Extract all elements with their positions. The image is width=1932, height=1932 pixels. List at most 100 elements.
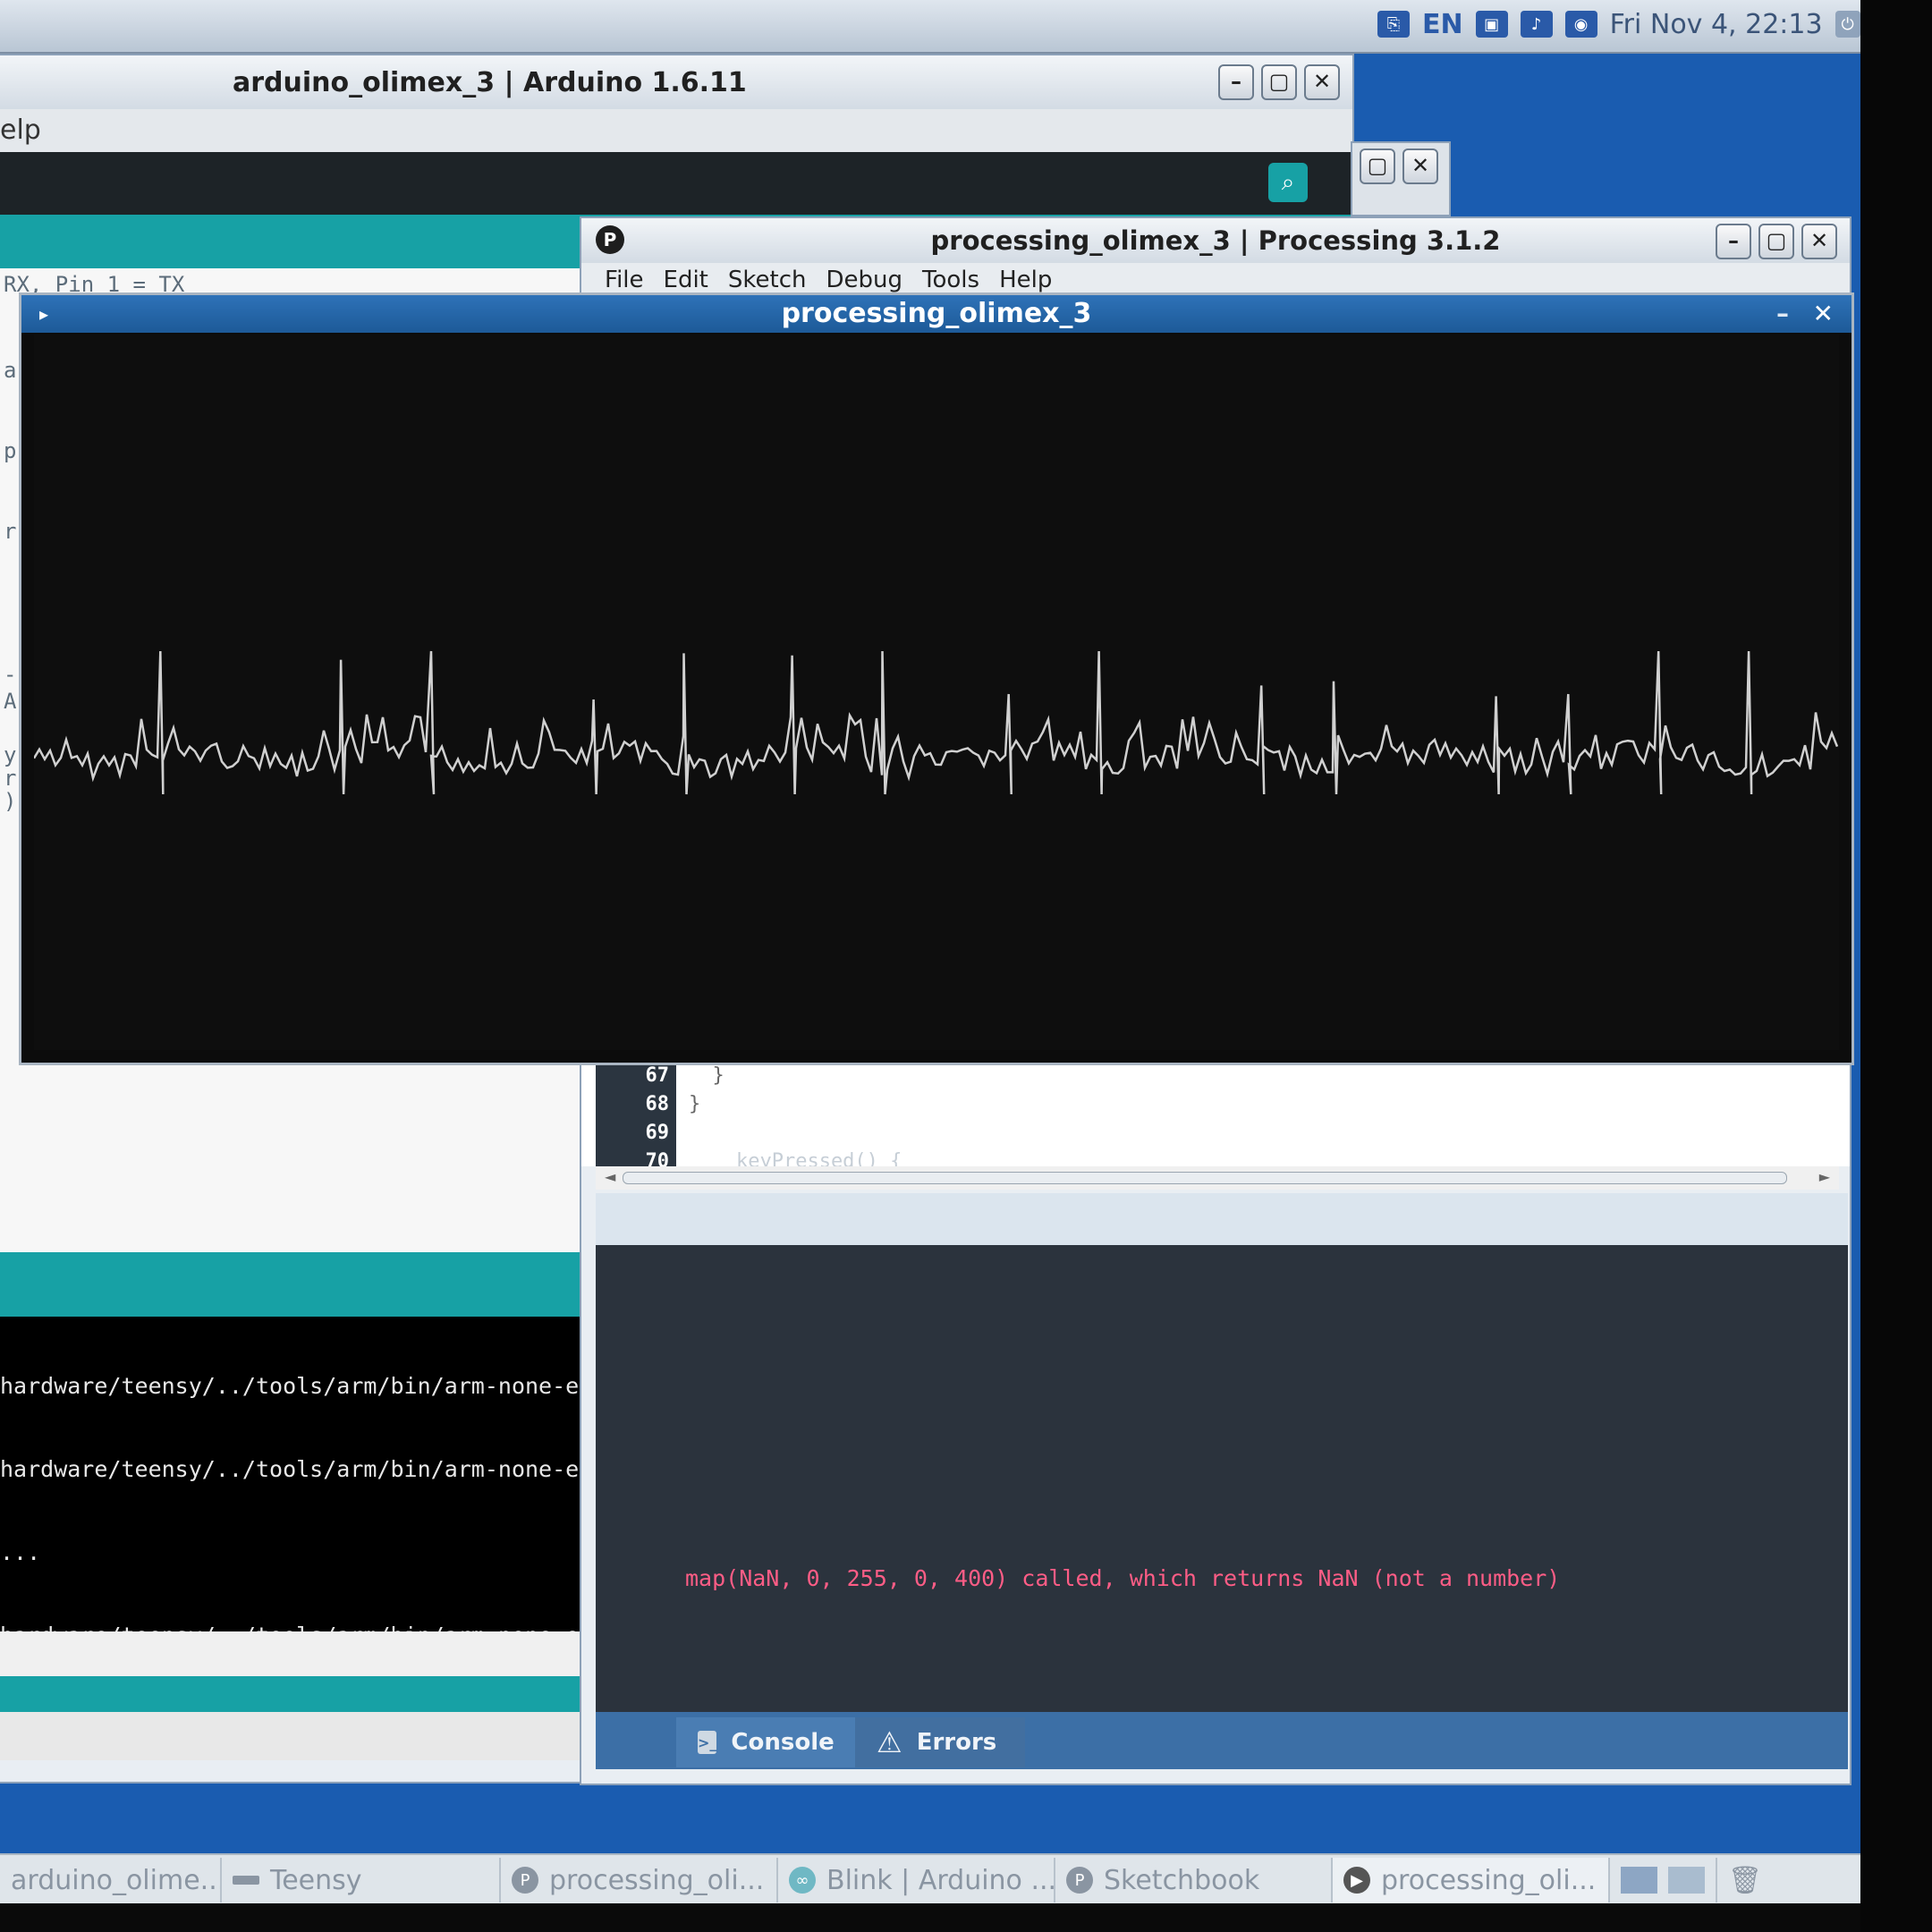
processing-console[interactable]: map(NaN, 0, 255, 0, 400) called, which r… [596, 1245, 1848, 1712]
trash-icon[interactable]: 🗑 [1728, 1864, 1763, 1896]
scroll-right-icon[interactable]: ► [1818, 1168, 1830, 1185]
background-window: ▢ ✕ [1352, 143, 1449, 215]
sketch-window: processing_olimex_3 ▸ – ✕ [21, 295, 1852, 1063]
code-line: y [4, 742, 17, 767]
maximize-icon[interactable]: ▢ [1261, 64, 1297, 100]
system-tray: ⎘ EN ▣ ♪ ◉ Fri Nov 4, 22:13 ⏻ [1377, 5, 1860, 43]
arduino-titlebar[interactable]: arduino_olimex_3 | Arduino 1.6.11 – ▢ ✕ [0, 55, 1352, 109]
line-number: 68 [645, 1093, 670, 1115]
code-line: RX, Pin 1 = TX [4, 272, 185, 297]
console-line: hardware/teensy/../tools/arm/bin/arm-non… [0, 1622, 590, 1631]
taskbar-item-processing-2[interactable]: ▶ processing_oli... [1333, 1858, 1610, 1902]
close-icon[interactable]: ✕ [1812, 299, 1834, 328]
line-number: 67 [645, 1064, 670, 1087]
console-tab-label: Console [731, 1729, 835, 1756]
taskbar: arduino_olime... Teensy P processing_oli… [0, 1853, 1860, 1905]
sketch-title: processing_olimex_3 [781, 298, 1092, 329]
taskbar-item-label: processing_oli... [549, 1864, 765, 1896]
menu-help[interactable]: Help [999, 267, 1053, 293]
taskbar-item-label: Blink | Arduino ... [826, 1864, 1055, 1896]
volume-icon[interactable]: ♪ [1520, 11, 1553, 38]
taskbar-item-processing-1[interactable]: P processing_oli... [501, 1858, 778, 1902]
taskbar-item-sketchbook[interactable]: P Sketchbook [1055, 1858, 1333, 1902]
close-icon[interactable]: ✕ [1402, 148, 1438, 184]
desktop: ⎘ EN ▣ ♪ ◉ Fri Nov 4, 22:13 ⏻ arduino_ol… [0, 0, 1860, 1932]
close-icon[interactable]: ✕ [1304, 64, 1340, 100]
console-tab-bar: >_ Console ⚠ Errors [596, 1712, 1848, 1769]
workspace-2-icon[interactable] [1668, 1867, 1705, 1894]
processing-window-controls: – ▢ ✕ [1716, 224, 1837, 259]
processing-menubar: File Edit Sketch Debug Tools Help [581, 263, 1850, 293]
minimize-icon[interactable]: – [1716, 224, 1751, 259]
arduino-console-header [0, 1252, 590, 1317]
menu-help[interactable]: elp [0, 114, 41, 146]
minimize-icon[interactable]: – [1776, 299, 1789, 328]
workspace-1-icon[interactable] [1621, 1867, 1657, 1894]
screen-bezel-bottom [0, 1903, 1860, 1932]
top-panel: ⎘ EN ▣ ♪ ◉ Fri Nov 4, 22:13 ⏻ [0, 0, 1860, 54]
processing-titlebar[interactable]: P processing_olimex_3 | Processing 3.1.2… [581, 218, 1850, 263]
console-line: ... [0, 1539, 41, 1565]
scroll-left-icon[interactable]: ◄ [605, 1168, 616, 1185]
logout-icon[interactable]: ⏻ [1835, 11, 1860, 38]
user-icon[interactable]: ◉ [1564, 11, 1597, 38]
serial-monitor-icon[interactable]: ⌕ [1268, 163, 1308, 202]
menu-sketch[interactable]: Sketch [727, 267, 807, 293]
taskbar-item-label: Sketchbook [1104, 1864, 1260, 1896]
taskbar-item-arduino[interactable]: arduino_olime... [0, 1858, 222, 1902]
line-number-gutter: 67 68 69 70 [596, 1059, 676, 1173]
taskbar-item-blink[interactable]: ∞ Blink | Arduino ... [778, 1858, 1055, 1902]
arduino-window-controls: – ▢ ✕ [1218, 64, 1340, 100]
processing-logo-icon: P [596, 225, 624, 254]
arduino-status-strip [0, 1676, 590, 1712]
maximize-icon[interactable]: ▢ [1758, 224, 1794, 259]
editor-status-area [596, 1193, 1848, 1245]
scrollbar-thumb[interactable] [623, 1172, 1787, 1184]
code-line: r [4, 766, 17, 791]
background-window-controls: ▢ ✕ [1360, 148, 1438, 184]
taskbar-item-label: arduino_olime... [11, 1864, 222, 1896]
ecg-series-line [34, 650, 1839, 795]
taskbar-item-label: Teensy [270, 1864, 362, 1896]
ecg-chart [34, 650, 1839, 795]
errors-tab-label: Errors [916, 1729, 997, 1756]
arduino-board-status [0, 1712, 590, 1760]
taskbar-item-label: processing_oli... [1381, 1864, 1597, 1896]
network-icon[interactable]: ⎘ [1377, 11, 1410, 38]
processing-icon: P [1066, 1867, 1093, 1894]
arduino-toolbar: ⌕ [0, 152, 1352, 215]
errors-tab[interactable]: ⚠ Errors [855, 1717, 1025, 1767]
sketch-window-menu-icon[interactable]: ▸ [38, 303, 49, 325]
line-number: 69 [645, 1122, 670, 1144]
sketch-titlebar[interactable]: processing_olimex_3 ▸ – ✕ [21, 295, 1852, 333]
arduino-title: arduino_olimex_3 | Arduino 1.6.11 [233, 66, 747, 98]
console-line: hardware/teensy/../tools/arm/bin/arm-non… [0, 1373, 590, 1399]
arduino-status-line [0, 1631, 590, 1676]
monitor-icon[interactable]: ▣ [1475, 11, 1508, 38]
warning-icon: ⚠ [877, 1725, 902, 1759]
processing-editor[interactable] [581, 1059, 1850, 1166]
processing-title: processing_olimex_3 | Processing 3.1.2 [930, 225, 1501, 256]
close-icon[interactable]: ✕ [1801, 224, 1837, 259]
editor-horizontal-scrollbar[interactable]: ◄ ► [596, 1166, 1839, 1190]
ecg-plot [34, 335, 1839, 1050]
teensy-icon [233, 1876, 259, 1885]
keyboard-layout[interactable]: EN [1422, 8, 1463, 40]
code-line: p [4, 438, 17, 463]
processing-icon: P [512, 1867, 538, 1894]
code-line: a [4, 358, 17, 383]
console-tab[interactable]: >_ Console [676, 1717, 855, 1767]
taskbar-item-teensy[interactable]: Teensy [222, 1858, 501, 1902]
code-line: r [4, 519, 17, 544]
minimize-icon[interactable]: – [1218, 64, 1254, 100]
menu-debug[interactable]: Debug [826, 267, 902, 293]
clock[interactable]: Fri Nov 4, 22:13 [1609, 8, 1823, 40]
maximize-icon[interactable]: ▢ [1360, 148, 1395, 184]
menu-file[interactable]: File [605, 267, 644, 293]
menu-edit[interactable]: Edit [663, 267, 708, 293]
arduino-menubar: elp [0, 109, 1352, 152]
menu-tools[interactable]: Tools [922, 267, 980, 293]
arduino-console[interactable]: hardware/teensy/../tools/arm/bin/arm-non… [0, 1317, 590, 1631]
workspace-switcher[interactable] [1610, 1858, 1717, 1902]
processing-icon: ▶ [1343, 1867, 1370, 1894]
